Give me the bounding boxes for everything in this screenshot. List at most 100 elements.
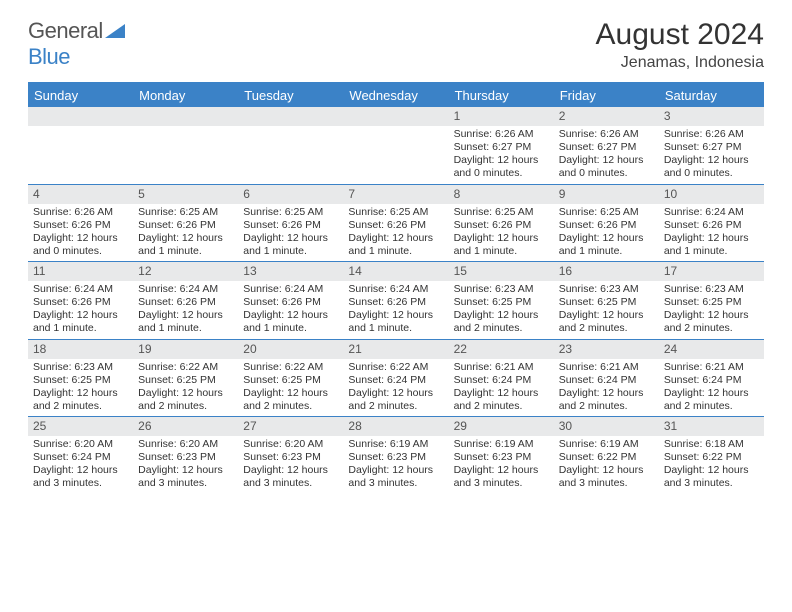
day-details: Sunrise: 6:26 AMSunset: 6:27 PMDaylight:… — [554, 126, 659, 184]
sunset-text: Sunset: 6:26 PM — [138, 219, 233, 232]
day-details: Sunrise: 6:20 AMSunset: 6:24 PMDaylight:… — [28, 436, 133, 494]
day-number: 10 — [659, 185, 764, 204]
sunrise-text: Sunrise: 6:26 AM — [664, 128, 759, 141]
day-details: Sunrise: 6:21 AMSunset: 6:24 PMDaylight:… — [659, 359, 764, 417]
day-details: Sunrise: 6:25 AMSunset: 6:26 PMDaylight:… — [449, 204, 554, 262]
sunrise-text: Sunrise: 6:23 AM — [33, 361, 128, 374]
week-row: 11121314151617Sunrise: 6:24 AMSunset: 6:… — [28, 262, 764, 340]
sunset-text: Sunset: 6:26 PM — [664, 219, 759, 232]
day-number: 3 — [659, 107, 764, 126]
sunrise-text: Sunrise: 6:26 AM — [559, 128, 654, 141]
day-number — [28, 107, 133, 126]
day-number: 4 — [28, 185, 133, 204]
day-number: 15 — [449, 262, 554, 281]
daylight-text: Daylight: 12 hours and 1 minute. — [664, 232, 759, 258]
sunset-text: Sunset: 6:24 PM — [454, 374, 549, 387]
day-number: 19 — [133, 340, 238, 359]
daylight-text: Daylight: 12 hours and 1 minute. — [348, 232, 443, 258]
sunset-text: Sunset: 6:24 PM — [559, 374, 654, 387]
sunset-text: Sunset: 6:23 PM — [454, 451, 549, 464]
day-number: 17 — [659, 262, 764, 281]
day-number: 12 — [133, 262, 238, 281]
day-number: 11 — [28, 262, 133, 281]
daylight-text: Daylight: 12 hours and 0 minutes. — [454, 154, 549, 180]
sunset-text: Sunset: 6:26 PM — [33, 219, 128, 232]
day-details: Sunrise: 6:23 AMSunset: 6:25 PMDaylight:… — [28, 359, 133, 417]
day-details: Sunrise: 6:22 AMSunset: 6:24 PMDaylight:… — [343, 359, 448, 417]
sunset-text: Sunset: 6:26 PM — [348, 296, 443, 309]
day-number: 27 — [238, 417, 343, 436]
sunrise-text: Sunrise: 6:21 AM — [559, 361, 654, 374]
location: Jenamas, Indonesia — [596, 54, 764, 72]
daylight-text: Daylight: 12 hours and 2 minutes. — [138, 387, 233, 413]
sunset-text: Sunset: 6:26 PM — [33, 296, 128, 309]
dow-saturday: Saturday — [659, 84, 764, 107]
sunrise-text: Sunrise: 6:19 AM — [348, 438, 443, 451]
day-number — [133, 107, 238, 126]
sunset-text: Sunset: 6:25 PM — [454, 296, 549, 309]
daylight-text: Daylight: 12 hours and 2 minutes. — [664, 309, 759, 335]
day-details: Sunrise: 6:23 AMSunset: 6:25 PMDaylight:… — [659, 281, 764, 339]
day-details: Sunrise: 6:24 AMSunset: 6:26 PMDaylight:… — [343, 281, 448, 339]
sunrise-text: Sunrise: 6:22 AM — [348, 361, 443, 374]
sunrise-text: Sunrise: 6:25 AM — [348, 206, 443, 219]
week-row: 18192021222324Sunrise: 6:23 AMSunset: 6:… — [28, 340, 764, 418]
sunrise-text: Sunrise: 6:21 AM — [454, 361, 549, 374]
sunset-text: Sunset: 6:23 PM — [348, 451, 443, 464]
daylight-text: Daylight: 12 hours and 2 minutes. — [454, 309, 549, 335]
daylight-text: Daylight: 12 hours and 0 minutes. — [33, 232, 128, 258]
day-details: Sunrise: 6:19 AMSunset: 6:23 PMDaylight:… — [343, 436, 448, 494]
daylight-text: Daylight: 12 hours and 1 minute. — [454, 232, 549, 258]
month-title: August 2024 — [596, 18, 764, 52]
sunrise-text: Sunrise: 6:26 AM — [454, 128, 549, 141]
daylight-text: Daylight: 12 hours and 3 minutes. — [454, 464, 549, 490]
day-details: Sunrise: 6:23 AMSunset: 6:25 PMDaylight:… — [554, 281, 659, 339]
daylight-text: Daylight: 12 hours and 3 minutes. — [138, 464, 233, 490]
sunrise-text: Sunrise: 6:23 AM — [664, 283, 759, 296]
day-details: Sunrise: 6:20 AMSunset: 6:23 PMDaylight:… — [238, 436, 343, 494]
day-number — [343, 107, 448, 126]
sunset-text: Sunset: 6:25 PM — [243, 374, 338, 387]
daylight-text: Daylight: 12 hours and 0 minutes. — [559, 154, 654, 180]
day-of-week-header: Sunday Monday Tuesday Wednesday Thursday… — [28, 84, 764, 107]
day-details: Sunrise: 6:26 AMSunset: 6:27 PMDaylight:… — [659, 126, 764, 184]
day-number: 1 — [449, 107, 554, 126]
day-details: Sunrise: 6:19 AMSunset: 6:22 PMDaylight:… — [554, 436, 659, 494]
sunset-text: Sunset: 6:24 PM — [664, 374, 759, 387]
day-number: 7 — [343, 185, 448, 204]
day-number: 9 — [554, 185, 659, 204]
sunrise-text: Sunrise: 6:26 AM — [33, 206, 128, 219]
day-details: Sunrise: 6:24 AMSunset: 6:26 PMDaylight:… — [238, 281, 343, 339]
logo-word-1: General — [28, 18, 103, 43]
sunset-text: Sunset: 6:25 PM — [664, 296, 759, 309]
day-number: 25 — [28, 417, 133, 436]
logo-triangle-icon — [105, 18, 125, 44]
sunrise-text: Sunrise: 6:24 AM — [348, 283, 443, 296]
day-details — [28, 126, 133, 184]
day-details: Sunrise: 6:20 AMSunset: 6:23 PMDaylight:… — [133, 436, 238, 494]
calendar-page: General Blue August 2024 Jenamas, Indone… — [0, 0, 792, 504]
day-details: Sunrise: 6:24 AMSunset: 6:26 PMDaylight:… — [659, 204, 764, 262]
day-number: 30 — [554, 417, 659, 436]
sunrise-text: Sunrise: 6:22 AM — [138, 361, 233, 374]
daylight-text: Daylight: 12 hours and 3 minutes. — [33, 464, 128, 490]
sunset-text: Sunset: 6:26 PM — [243, 296, 338, 309]
day-number: 14 — [343, 262, 448, 281]
dow-tuesday: Tuesday — [238, 84, 343, 107]
sunrise-text: Sunrise: 6:24 AM — [33, 283, 128, 296]
day-number: 24 — [659, 340, 764, 359]
daylight-text: Daylight: 12 hours and 1 minute. — [138, 309, 233, 335]
sunset-text: Sunset: 6:22 PM — [559, 451, 654, 464]
sunrise-text: Sunrise: 6:20 AM — [138, 438, 233, 451]
sunrise-text: Sunrise: 6:23 AM — [454, 283, 549, 296]
sunrise-text: Sunrise: 6:23 AM — [559, 283, 654, 296]
sunset-text: Sunset: 6:22 PM — [664, 451, 759, 464]
sunrise-text: Sunrise: 6:21 AM — [664, 361, 759, 374]
title-block: August 2024 Jenamas, Indonesia — [596, 18, 764, 72]
week-row: 123Sunrise: 6:26 AMSunset: 6:27 PMDaylig… — [28, 107, 764, 185]
day-number: 23 — [554, 340, 659, 359]
day-details: Sunrise: 6:21 AMSunset: 6:24 PMDaylight:… — [449, 359, 554, 417]
daylight-text: Daylight: 12 hours and 0 minutes. — [664, 154, 759, 180]
sunset-text: Sunset: 6:25 PM — [559, 296, 654, 309]
daylight-text: Daylight: 12 hours and 1 minute. — [138, 232, 233, 258]
